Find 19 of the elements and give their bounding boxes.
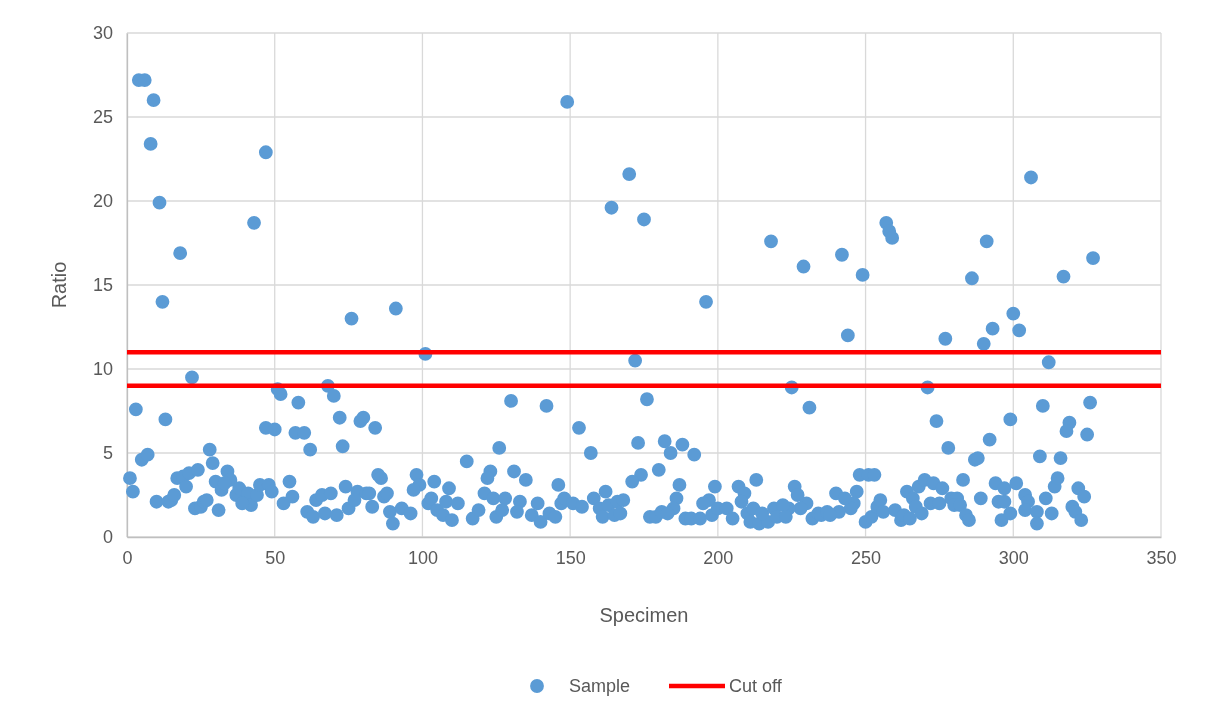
x-tick-label: 350	[1146, 547, 1177, 568]
y-tick-label: 5	[102, 443, 113, 464]
x-axis-title: Specimen	[599, 604, 689, 626]
legend-label: Sample	[569, 676, 631, 696]
x-tick-label: 100	[407, 547, 438, 568]
y-tick-label: 20	[92, 191, 113, 212]
x-tick-label: 250	[851, 547, 882, 568]
x-tick-label: 0	[122, 547, 133, 568]
y-tick-label: 30	[92, 23, 113, 44]
legend-label: Cut off	[729, 676, 783, 696]
x-tick-label: 300	[998, 547, 1029, 568]
y-tick-label: 10	[92, 359, 113, 380]
y-tick-label: 15	[92, 275, 113, 296]
x-tick-label: 150	[555, 547, 586, 568]
y-tick-label: 0	[102, 527, 113, 548]
x-tick-label: 50	[265, 547, 286, 568]
y-tick-label: 25	[92, 107, 113, 128]
x-tick-label: 200	[703, 547, 734, 568]
y-axis-title: Ratio	[48, 261, 70, 309]
